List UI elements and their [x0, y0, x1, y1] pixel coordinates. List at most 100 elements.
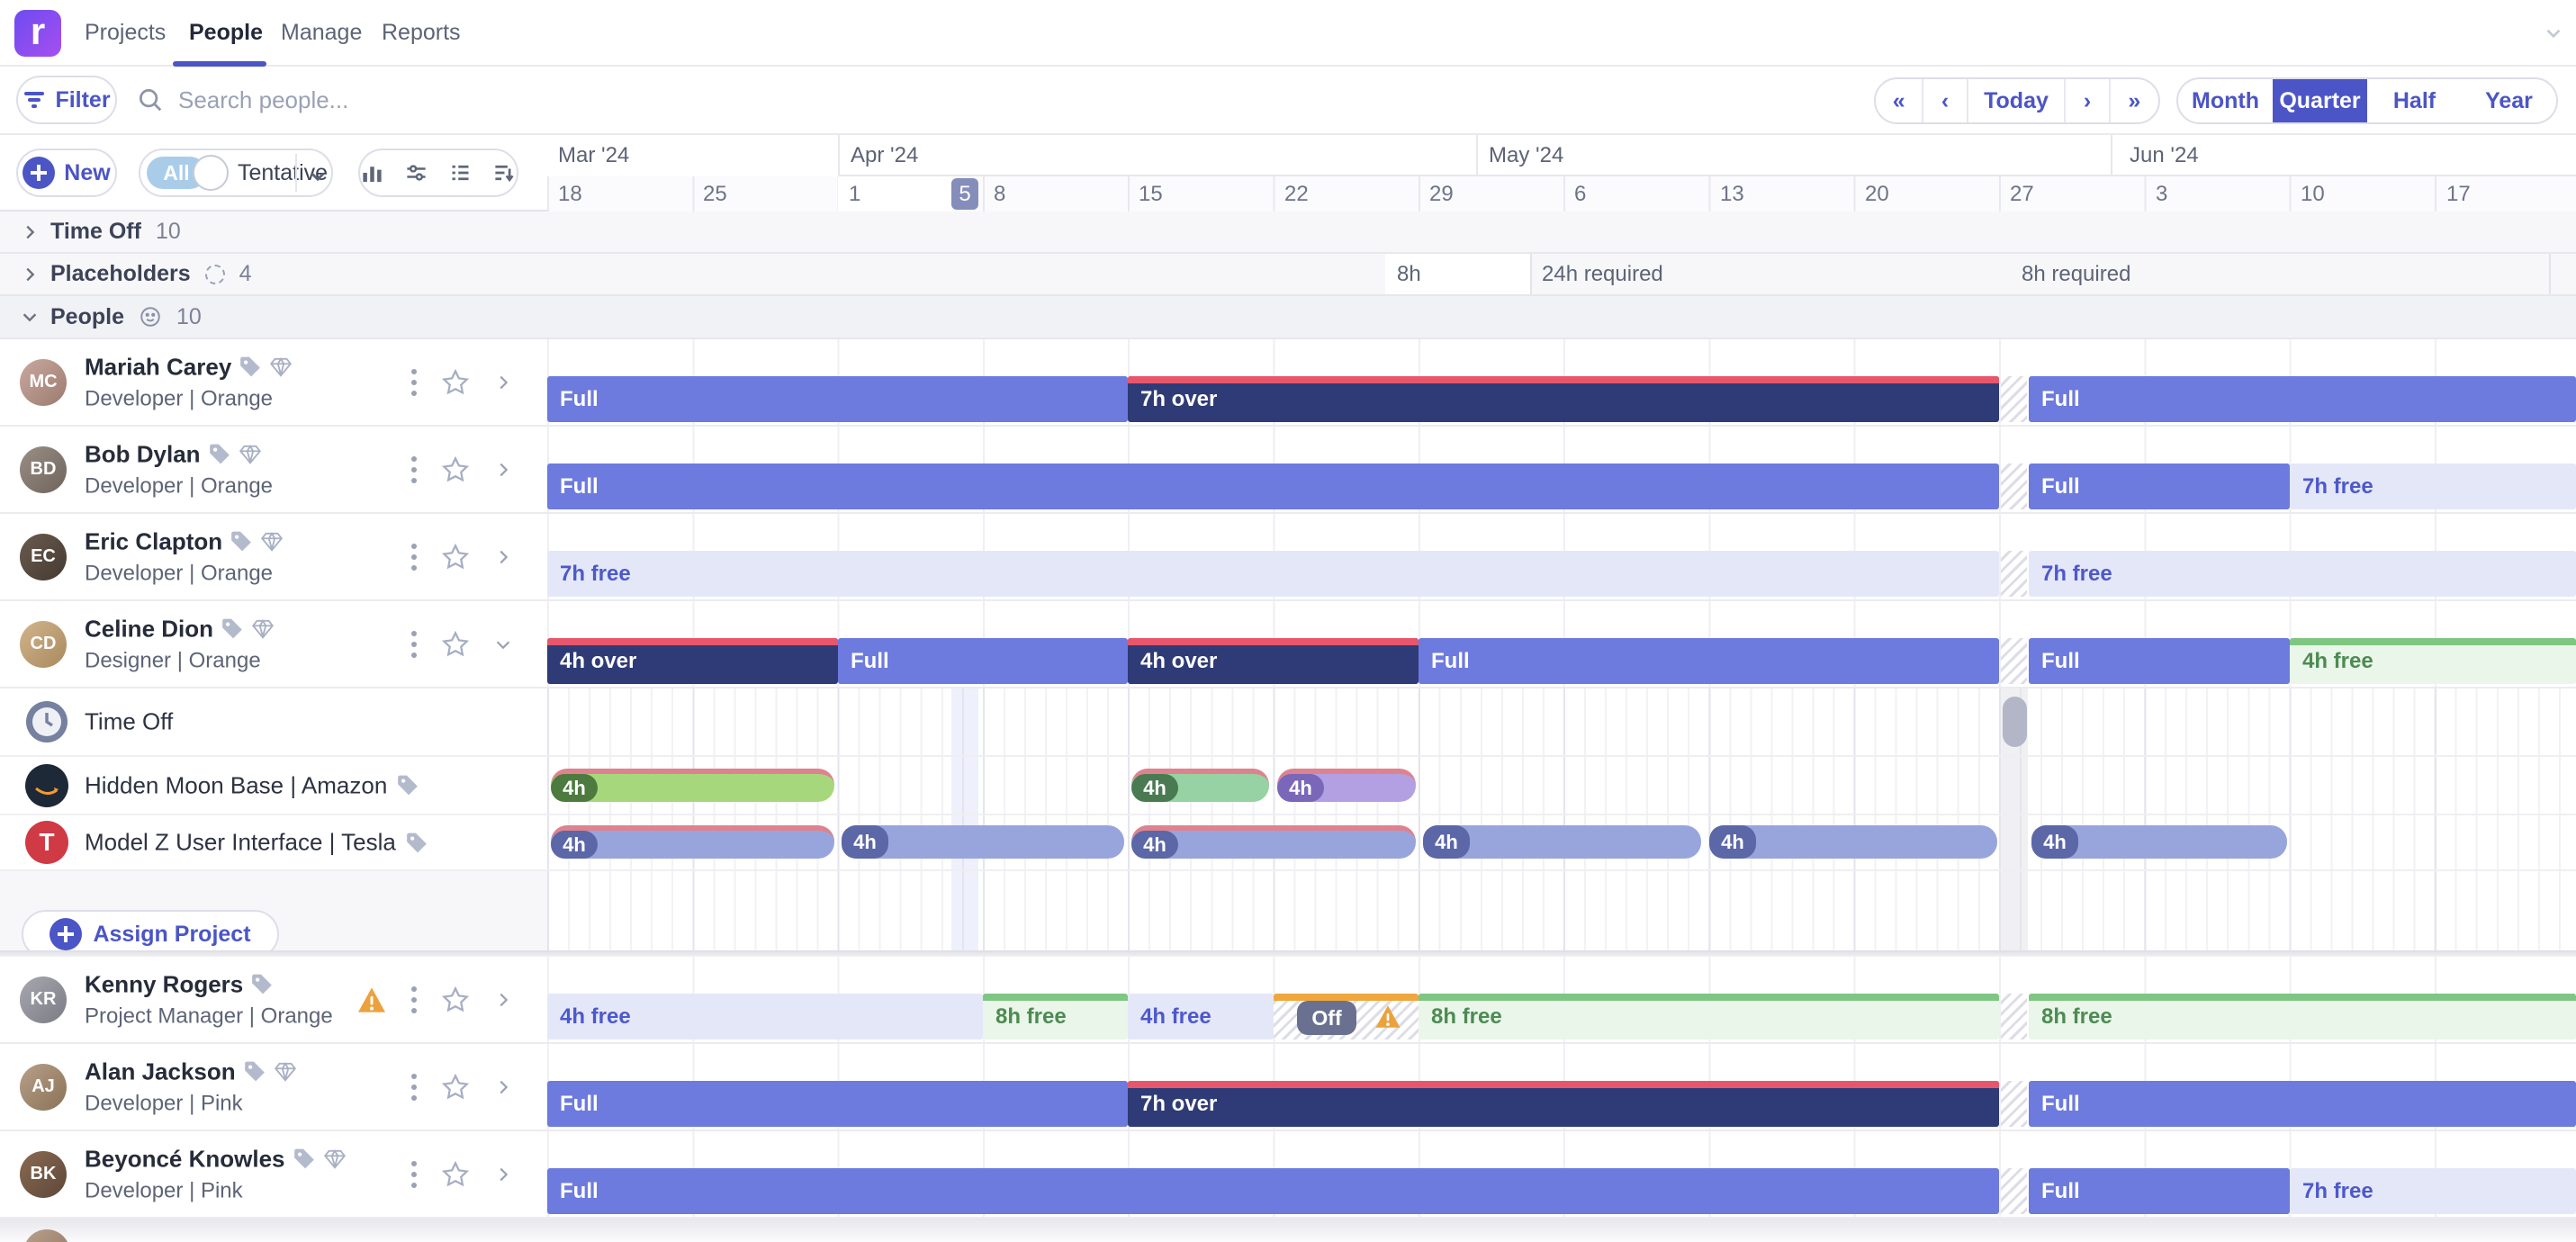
chevron-right-icon[interactable]: [493, 547, 513, 567]
time-off-track[interactable]: [547, 688, 2576, 755]
person-cell[interactable]: MC Mariah Carey Developer | Orange: [0, 339, 547, 425]
person-name[interactable]: Eric Clapton: [85, 527, 223, 554]
availability-bar[interactable]: 4h free: [1128, 994, 1274, 1040]
group-row-time-off[interactable]: Time Off 10: [0, 212, 2576, 254]
placeholder-cell[interactable]: 24h required: [1542, 261, 1663, 286]
chart-icon[interactable]: [360, 160, 384, 185]
person-cell[interactable]: BD Bob Dylan Developer | Orange: [0, 427, 547, 512]
person-cell[interactable]: AJ Alan Jackson Developer | Pink: [0, 1044, 547, 1130]
availability-bar[interactable]: 8h free: [2029, 994, 2576, 1040]
person-cell[interactable]: KR Kenny Rogers Project Manager | Orange: [0, 957, 547, 1042]
allocation-track[interactable]: 7h free 7h free: [547, 514, 2576, 599]
runn-logo[interactable]: r: [14, 10, 61, 57]
list-icon[interactable]: [448, 160, 473, 185]
kebab-menu-icon[interactable]: [410, 541, 418, 573]
chevron-right-icon[interactable]: [20, 222, 40, 242]
nav-item-people[interactable]: People: [189, 20, 263, 45]
booking-pill[interactable]: 4h: [842, 825, 1124, 859]
week-row[interactable]: 18 25 1 8 15 22 29 6 13 20 27 3 10 17 5: [547, 176, 2576, 212]
allocation-track[interactable]: Full Full 7h free: [547, 1131, 2576, 1217]
today-button[interactable]: Today: [1968, 79, 2067, 122]
project-name[interactable]: Hidden Moon Base | Amazon: [85, 771, 388, 798]
booking-pill[interactable]: 4h: [2031, 825, 2287, 859]
booking-pill[interactable]: 4h: [1709, 825, 1997, 859]
allocation-bar-overbooked[interactable]: 7h over: [1128, 376, 1999, 422]
person-cell[interactable]: EC Eric Clapton Developer | Orange: [0, 514, 547, 599]
availability-bar[interactable]: 7h free: [2029, 551, 2576, 597]
holiday-capsule[interactable]: [2003, 697, 2027, 747]
avatar[interactable]: BK: [20, 1150, 67, 1198]
booking-pill[interactable]: 4h: [551, 769, 834, 802]
star-icon[interactable]: [441, 630, 470, 659]
chevron-right-icon[interactable]: [493, 990, 513, 1010]
next-button[interactable]: ›: [2066, 79, 2111, 122]
allocation-bar-overbooked[interactable]: 4h over: [547, 638, 838, 684]
person-cell[interactable]: CD Celine Dion Designer | Orange: [0, 601, 547, 687]
star-icon[interactable]: [441, 543, 470, 572]
chevron-right-icon[interactable]: [493, 1077, 513, 1097]
person-name[interactable]: Bob Dylan: [85, 440, 201, 467]
allocation-bar[interactable]: Full: [547, 376, 1128, 422]
placeholder-cell[interactable]: 8h required: [2022, 261, 2131, 286]
group-row-placeholders[interactable]: Placeholders 4 8h 24h required 8h requir…: [0, 254, 2576, 296]
new-button[interactable]: New: [16, 148, 117, 197]
star-icon[interactable]: [441, 1160, 470, 1189]
chevron-down-icon[interactable]: [2542, 22, 2565, 45]
allocation-bar[interactable]: Full: [547, 464, 1999, 509]
search-input[interactable]: [178, 86, 808, 114]
booking-pill[interactable]: 4h: [1423, 825, 1701, 859]
allocation-bar-overbooked[interactable]: 7h over: [1128, 1081, 1999, 1127]
star-icon[interactable]: [441, 986, 470, 1014]
view-month[interactable]: Month: [2192, 87, 2259, 113]
warning-icon[interactable]: [356, 986, 387, 1013]
jump-forward-button[interactable]: »: [2128, 87, 2141, 113]
project-track[interactable]: 4h 4h 4h 4h 4h 4h: [547, 815, 2576, 869]
star-icon[interactable]: [441, 368, 470, 397]
placeholder-cell[interactable]: 8h: [1397, 261, 1421, 286]
person-name[interactable]: Celine Dion: [85, 615, 214, 642]
nav-item-projects[interactable]: Projects: [85, 20, 167, 45]
allocation-bar[interactable]: Full: [547, 1168, 1999, 1214]
allocation-track[interactable]: Full 7h over Full: [547, 1044, 2576, 1130]
all-tentative-toggle[interactable]: All Tentative: [139, 148, 333, 197]
chevron-right-icon[interactable]: [20, 265, 40, 284]
allocation-bar-overbooked[interactable]: 4h over: [1128, 638, 1419, 684]
person-name[interactable]: Kenny Rogers: [85, 970, 244, 997]
chevron-right-icon[interactable]: [493, 373, 513, 392]
avatar[interactable]: CD: [20, 620, 67, 668]
chevron-down-icon[interactable]: [20, 307, 40, 327]
availability-bar[interactable]: 8h free: [1419, 994, 1999, 1040]
allocation-track[interactable]: 4h free 8h free 4h free Off 8h free 8h f…: [547, 957, 2576, 1042]
availability-bar[interactable]: 8h free: [983, 994, 1128, 1040]
allocation-bar[interactable]: Full: [2029, 464, 2290, 509]
subrow-label-cell[interactable]: T Model Z User Interface | Tesla: [0, 815, 547, 869]
view-year[interactable]: Year: [2485, 87, 2533, 113]
allocation-track[interactable]: 4h over Full 4h over Full Full 4h free: [547, 601, 2576, 687]
allocation-bar[interactable]: Full: [2029, 1168, 2290, 1214]
availability-bar[interactable]: 7h free: [2290, 464, 2576, 509]
booking-pill[interactable]: 4h: [1277, 769, 1416, 802]
avatar[interactable]: EC: [20, 533, 67, 580]
person-name[interactable]: Mariah Carey: [85, 353, 232, 380]
prev-button[interactable]: ‹: [1923, 79, 1968, 122]
allocation-bar[interactable]: Full: [2029, 1081, 2576, 1127]
booking-pill[interactable]: 4h: [1131, 769, 1269, 802]
project-name[interactable]: Model Z User Interface | Tesla: [85, 828, 396, 856]
toggle-knob[interactable]: [193, 155, 229, 191]
project-track[interactable]: 4h 4h 4h: [547, 757, 2576, 814]
person-name[interactable]: Alan Jackson: [85, 1058, 236, 1084]
allocation-bar[interactable]: Full: [1419, 638, 1999, 684]
jump-back-button[interactable]: «: [1876, 79, 1924, 122]
availability-bar[interactable]: 4h free: [547, 994, 983, 1040]
kebab-menu-icon[interactable]: [410, 984, 418, 1016]
kebab-menu-icon[interactable]: [410, 366, 418, 399]
kebab-menu-icon[interactable]: [410, 628, 418, 661]
nav-item-manage[interactable]: Manage: [281, 20, 363, 45]
view-half[interactable]: Half: [2392, 87, 2436, 113]
avatar[interactable]: BD: [20, 446, 67, 493]
kebab-menu-icon[interactable]: [410, 1071, 418, 1103]
person-name[interactable]: Beyoncé Knowles: [85, 1145, 285, 1172]
availability-bar[interactable]: 4h free: [2290, 638, 2576, 684]
group-row-people[interactable]: People 10: [0, 296, 2576, 339]
chevron-right-icon[interactable]: [493, 1165, 513, 1184]
